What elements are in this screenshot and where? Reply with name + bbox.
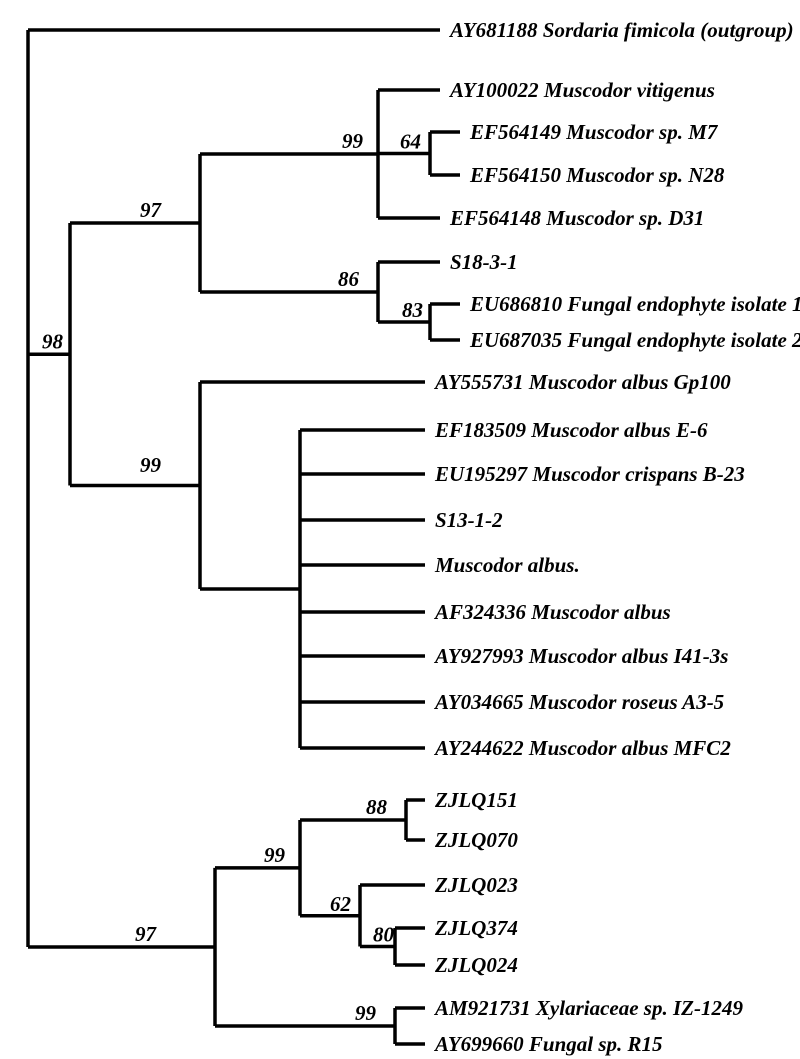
taxon-label: EU195297 Muscodor crispans B-23 (434, 462, 745, 486)
taxon-label: S13-1-2 (435, 508, 503, 532)
bootstrap-value: 97 (135, 922, 158, 946)
taxon-label: EF564148 Muscodor sp. D31 (449, 206, 704, 230)
taxon-label: AY681188 Sordaria fimicola (outgroup) (448, 18, 794, 42)
bootstrap-value: 98 (42, 329, 64, 353)
bootstrap-value: 80 (373, 923, 395, 947)
taxon-label: AY927993 Muscodor albus I41-3s (433, 644, 728, 668)
taxon-label: S18-3-1 (450, 250, 518, 274)
bootstrap-value: 99 (140, 453, 162, 477)
bootstrap-value: 99 (264, 843, 286, 867)
bootstrap-value: 62 (330, 892, 352, 916)
bootstrap-value: 88 (366, 795, 388, 819)
taxon-label: ZJLQ374 (434, 916, 518, 940)
taxon-label: AF324336 Muscodor albus (433, 600, 671, 624)
bootstrap-value: 97 (140, 198, 163, 222)
taxon-label: EF183509 Muscodor albus E-6 (434, 418, 708, 442)
taxon-label: AY034665 Muscodor roseus A3-5 (433, 690, 724, 714)
taxon-label: AY244622 Muscodor albus MFC2 (433, 736, 731, 760)
taxon-label: EF564150 Muscodor sp. N28 (469, 163, 725, 187)
taxon-label: EF564149 Muscodor sp. M7 (469, 120, 719, 144)
taxon-label: AM921731 Xylariaceae sp. IZ-1249 (433, 996, 743, 1020)
bootstrap-value: 86 (338, 267, 360, 291)
taxon-label: AY100022 Muscodor vitigenus (448, 78, 715, 102)
bootstrap-value: 64 (400, 130, 421, 154)
taxon-label: AY699660 Fungal sp. R15 (433, 1032, 663, 1056)
phylogenetic-tree: 64 99 83 86 97 99 98 88 80 62 99 99 97 AY681188 Sorda… (0, 0, 800, 1059)
taxon-label: ZJLQ023 (434, 873, 518, 897)
taxon-label: EU687035 Fungal endophyte isolate 2161 (469, 328, 800, 352)
taxon-label: EU686810 Fungal endophyte isolate 1155 (469, 292, 800, 316)
bootstrap-value: 83 (402, 298, 423, 322)
taxon-label: AY555731 Muscodor albus Gp100 (433, 370, 731, 394)
bootstrap-value: 99 (342, 129, 364, 153)
taxon-label: Muscodor albus. (434, 553, 580, 577)
taxon-label: ZJLQ070 (434, 828, 518, 852)
bootstrap-value: 99 (355, 1001, 377, 1025)
taxon-label: ZJLQ024 (434, 953, 518, 977)
taxon-label: ZJLQ151 (434, 788, 518, 812)
